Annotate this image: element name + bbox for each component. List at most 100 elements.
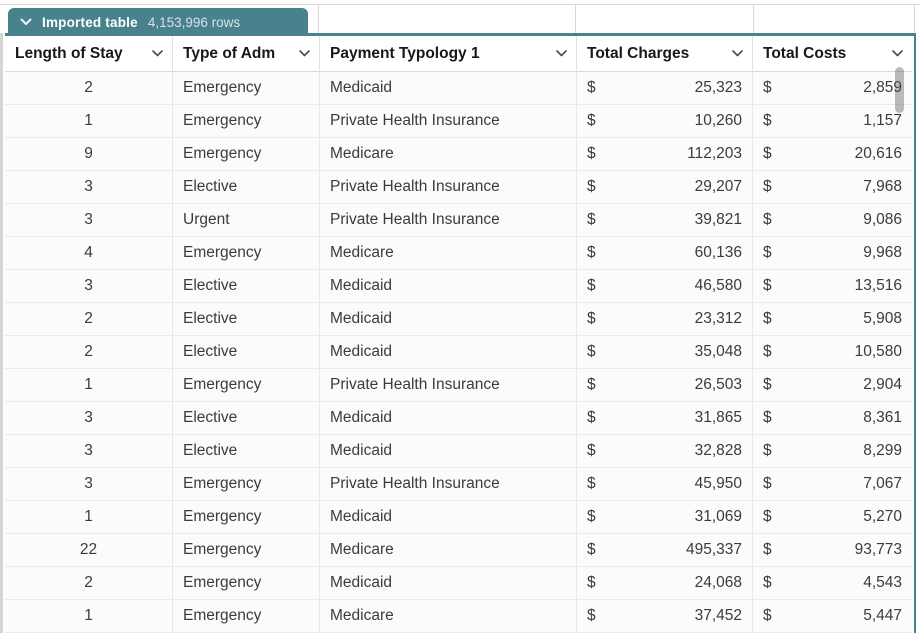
- cell-type-of-admission[interactable]: Emergency: [173, 138, 320, 171]
- cell-total-costs[interactable]: $ 2,904: [753, 369, 912, 402]
- cell-total-charges[interactable]: $ 112,203: [577, 138, 753, 171]
- cell-payment-typology[interactable]: Medicaid: [320, 72, 577, 105]
- cell-payment-typology[interactable]: Private Health Insurance: [320, 171, 577, 204]
- cell-payment-typology[interactable]: Private Health Insurance: [320, 369, 577, 402]
- cell-total-costs[interactable]: $ 2,859: [753, 72, 912, 105]
- column-header-total-charges[interactable]: Total Charges: [577, 36, 753, 72]
- cell-total-charges[interactable]: $ 45,950: [577, 468, 753, 501]
- cell-type-of-admission[interactable]: Elective: [173, 303, 320, 336]
- cell-length-of-stay[interactable]: 3: [5, 270, 173, 303]
- cell-total-costs[interactable]: $ 9,086: [753, 204, 912, 237]
- cell-length-of-stay[interactable]: 4: [5, 237, 173, 270]
- cell-type-of-admission[interactable]: Elective: [173, 270, 320, 303]
- cell-type-of-admission[interactable]: Emergency: [173, 369, 320, 402]
- cell-payment-typology[interactable]: Medicaid: [320, 303, 577, 336]
- cell-total-charges[interactable]: $ 495,337: [577, 534, 753, 567]
- cell-total-charges[interactable]: $ 25,323: [577, 72, 753, 105]
- chevron-down-icon[interactable]: [886, 50, 903, 57]
- cell-length-of-stay[interactable]: 2: [5, 303, 173, 336]
- cell-length-of-stay[interactable]: 3: [5, 204, 173, 237]
- cell-payment-typology[interactable]: Medicare: [320, 237, 577, 270]
- cell-total-costs[interactable]: $ 5,908: [753, 303, 912, 336]
- cell-length-of-stay[interactable]: 1: [5, 501, 173, 534]
- cell-type-of-admission[interactable]: Emergency: [173, 600, 320, 633]
- cell-total-costs[interactable]: $ 10,580: [753, 336, 912, 369]
- cell-length-of-stay[interactable]: 1: [5, 600, 173, 633]
- cell-type-of-admission[interactable]: Emergency: [173, 534, 320, 567]
- cell-payment-typology[interactable]: Private Health Insurance: [320, 204, 577, 237]
- cell-type-of-admission[interactable]: Urgent: [173, 204, 320, 237]
- cell-payment-typology[interactable]: Medicaid: [320, 567, 577, 600]
- cell-payment-typology[interactable]: Medicare: [320, 600, 577, 633]
- cell-payment-typology[interactable]: Medicaid: [320, 336, 577, 369]
- cell-total-costs[interactable]: $ 9,968: [753, 237, 912, 270]
- cell-type-of-admission[interactable]: Emergency: [173, 468, 320, 501]
- cell-total-charges[interactable]: $ 37,452: [577, 600, 753, 633]
- cell-total-charges[interactable]: $ 39,821: [577, 204, 753, 237]
- column-header-payment-typology[interactable]: Payment Typology 1: [320, 36, 577, 72]
- cell-length-of-stay[interactable]: 3: [5, 171, 173, 204]
- column-header-total-costs[interactable]: Total Costs: [753, 36, 912, 72]
- chevron-down-icon[interactable]: [20, 18, 32, 26]
- cell-payment-typology[interactable]: Medicare: [320, 534, 577, 567]
- cell-total-costs[interactable]: $ 5,447: [753, 600, 912, 633]
- cell-total-costs[interactable]: $ 13,516: [753, 270, 912, 303]
- cell-total-costs[interactable]: $ 20,616: [753, 138, 912, 171]
- cell-length-of-stay[interactable]: 1: [5, 105, 173, 138]
- cell-total-charges[interactable]: $ 29,207: [577, 171, 753, 204]
- cell-payment-typology[interactable]: Medicaid: [320, 501, 577, 534]
- cell-type-of-admission[interactable]: Emergency: [173, 567, 320, 600]
- cell-total-charges[interactable]: $ 23,312: [577, 303, 753, 336]
- chevron-down-icon[interactable]: [146, 50, 163, 57]
- cell-type-of-admission[interactable]: Emergency: [173, 237, 320, 270]
- cell-length-of-stay[interactable]: 3: [5, 435, 173, 468]
- chevron-down-icon[interactable]: [293, 50, 310, 57]
- cell-payment-typology[interactable]: Medicare: [320, 138, 577, 171]
- cell-payment-typology[interactable]: Medicaid: [320, 402, 577, 435]
- cell-length-of-stay[interactable]: 9: [5, 138, 173, 171]
- column-header-length-of-stay[interactable]: Length of Stay: [5, 36, 173, 72]
- cell-total-charges[interactable]: $ 26,503: [577, 369, 753, 402]
- cell-total-charges[interactable]: $ 35,048: [577, 336, 753, 369]
- chevron-down-icon[interactable]: [550, 50, 567, 57]
- cell-type-of-admission[interactable]: Emergency: [173, 501, 320, 534]
- cell-length-of-stay[interactable]: 22: [5, 534, 173, 567]
- cell-type-of-admission[interactable]: Emergency: [173, 105, 320, 138]
- cell-length-of-stay[interactable]: 2: [5, 336, 173, 369]
- cell-length-of-stay[interactable]: 1: [5, 369, 173, 402]
- cell-total-charges[interactable]: $ 60,136: [577, 237, 753, 270]
- cell-type-of-admission[interactable]: Elective: [173, 336, 320, 369]
- cell-length-of-stay[interactable]: 3: [5, 402, 173, 435]
- cell-type-of-admission[interactable]: Elective: [173, 171, 320, 204]
- cell-total-charges[interactable]: $ 24,068: [577, 567, 753, 600]
- cell-total-charges[interactable]: $ 32,828: [577, 435, 753, 468]
- table-name-badge[interactable]: Imported table 4,153,996 rows: [8, 8, 308, 36]
- cell-length-of-stay[interactable]: 2: [5, 72, 173, 105]
- cell-payment-typology[interactable]: Private Health Insurance: [320, 468, 577, 501]
- cell-payment-typology[interactable]: Private Health Insurance: [320, 105, 577, 138]
- column-header-type-of-admission[interactable]: Type of Adm: [173, 36, 320, 72]
- cell-total-costs[interactable]: $ 8,299: [753, 435, 912, 468]
- cell-total-costs[interactable]: $ 93,773: [753, 534, 912, 567]
- cell-total-costs[interactable]: $ 7,968: [753, 171, 912, 204]
- cell-total-charges[interactable]: $ 46,580: [577, 270, 753, 303]
- cell-length-of-stay[interactable]: 3: [5, 468, 173, 501]
- cell-type-of-admission[interactable]: Elective: [173, 435, 320, 468]
- chevron-down-icon[interactable]: [726, 50, 743, 57]
- cell-total-costs[interactable]: $ 1,157: [753, 105, 912, 138]
- cell-total-charges[interactable]: $ 31,865: [577, 402, 753, 435]
- cell-total-costs[interactable]: $ 8,361: [753, 402, 912, 435]
- vertical-scrollbar-thumb[interactable]: [895, 67, 904, 113]
- cell-payment-typology[interactable]: Medicaid: [320, 435, 577, 468]
- cell-value: 7,968: [863, 178, 902, 195]
- cell-payment-typology[interactable]: Medicaid: [320, 270, 577, 303]
- cell-total-costs[interactable]: $ 4,543: [753, 567, 912, 600]
- cell-length-of-stay[interactable]: 2: [5, 567, 173, 600]
- cell-type-of-admission[interactable]: Elective: [173, 402, 320, 435]
- cell-total-charges[interactable]: $ 31,069: [577, 501, 753, 534]
- cell-type-of-admission[interactable]: Emergency: [173, 72, 320, 105]
- cell-total-charges[interactable]: $ 10,260: [577, 105, 753, 138]
- cell-total-costs[interactable]: $ 5,270: [753, 501, 912, 534]
- cell-total-costs[interactable]: $ 7,067: [753, 468, 912, 501]
